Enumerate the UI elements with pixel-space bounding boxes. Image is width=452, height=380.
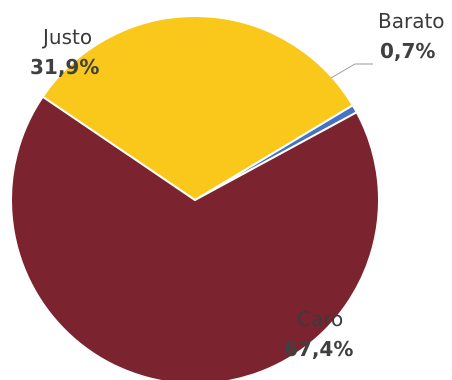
slice-label-justo: Justo <box>41 25 92 49</box>
slice-value-justo: 31,9% <box>30 55 99 79</box>
leader-line-barato <box>330 63 373 79</box>
slice-label-barato: Barato <box>378 9 445 33</box>
pie-slices <box>10 15 380 380</box>
pie-slice-justo <box>41 15 355 202</box>
slice-label-caro: Caro <box>297 307 343 331</box>
slice-value-barato: 0,7% <box>380 39 435 63</box>
pie-slice-caro <box>10 95 380 380</box>
slice-value-caro: 67,4% <box>284 337 353 361</box>
